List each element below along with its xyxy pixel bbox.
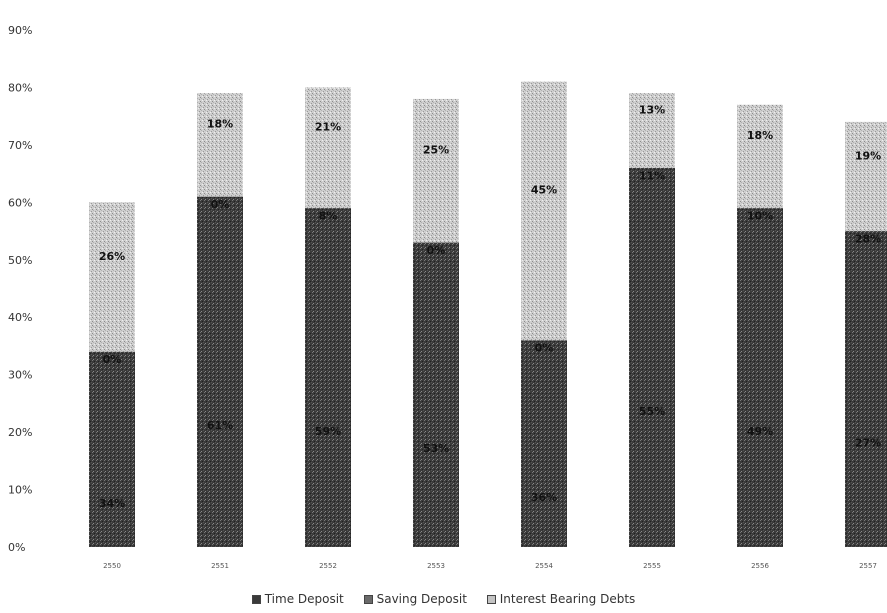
- bar-segment-interest-bearing-debts: [737, 104, 783, 209]
- x-tick-label: 2555: [643, 562, 661, 570]
- data-label-time-deposit: 49%: [747, 425, 773, 438]
- data-label-interest-bearing-debts: 13%: [639, 103, 665, 116]
- y-tick-label: 80%: [8, 81, 32, 94]
- bar-segment-time-deposit: [89, 351, 135, 547]
- y-tick-label: 60%: [8, 196, 32, 209]
- x-tick-label: 2552: [319, 562, 337, 570]
- x-tick-label: 2554: [535, 562, 553, 570]
- y-tick-label: 10%: [8, 484, 32, 497]
- legend-swatch-icon: [251, 595, 261, 604]
- bar-segment-time-deposit: [737, 208, 783, 548]
- data-label-time-deposit: 55%: [639, 405, 665, 418]
- legend-item-saving-deposit: Saving Deposit: [363, 592, 467, 606]
- data-label-saving-deposit: 10%: [747, 210, 773, 223]
- data-label-time-deposit: 34%: [99, 497, 125, 510]
- data-label-saving-deposit: 0%: [103, 353, 122, 366]
- y-tick-label: 40%: [8, 311, 32, 324]
- data-label-interest-bearing-debts: 21%: [315, 121, 341, 134]
- legend-label: Time Deposit: [264, 592, 344, 606]
- data-label-time-deposit: 36%: [531, 491, 557, 504]
- data-label-saving-deposit: 0%: [535, 342, 554, 355]
- x-tick-label: 2556: [751, 562, 769, 570]
- bar-segment-time-deposit: [305, 208, 351, 548]
- bar-segment-interest-bearing-debts: [629, 93, 675, 168]
- data-label-interest-bearing-debts: 25%: [423, 144, 449, 157]
- bar-segment-interest-bearing-debts: [521, 81, 567, 341]
- bar-segment-time-deposit: [197, 196, 243, 548]
- data-label-interest-bearing-debts: 19%: [855, 149, 881, 162]
- data-label-time-deposit: 61%: [207, 419, 233, 432]
- y-tick-label: 0%: [8, 541, 25, 554]
- data-label-interest-bearing-debts: 18%: [747, 129, 773, 142]
- y-tick-label: 20%: [8, 426, 32, 439]
- bar-segment-time-deposit: [629, 167, 675, 547]
- data-label-saving-deposit: 28%: [855, 233, 881, 246]
- data-label-saving-deposit: 0%: [211, 198, 230, 211]
- data-label-saving-deposit: 11%: [639, 169, 665, 182]
- bar-segment-interest-bearing-debts: [89, 202, 135, 352]
- x-tick-label: 2550: [103, 562, 121, 570]
- bar-segment-interest-bearing-debts: [845, 121, 887, 232]
- bar-segment-interest-bearing-debts: [305, 87, 351, 209]
- bar-segment-time-deposit: [845, 231, 887, 548]
- chart-plot-area: 0% 10% 20% 30% 40% 50% 60% 70% 80% 90% 2550 2551 25…: [8, 24, 887, 570]
- y-tick-label: 90%: [8, 24, 32, 37]
- data-label-time-deposit: 27%: [855, 436, 881, 449]
- data-label-interest-bearing-debts: 45%: [531, 184, 557, 197]
- legend-label: Saving Deposit: [376, 592, 467, 606]
- legend-swatch-icon: [363, 595, 373, 604]
- legend: Time Deposit Saving Deposit Interest Bea…: [0, 592, 887, 606]
- data-label-time-deposit: 59%: [315, 425, 341, 438]
- legend-label: Interest Bearing Debts: [499, 592, 636, 606]
- data-label-saving-deposit: 0%: [427, 244, 446, 257]
- data-label-saving-deposit: 8%: [319, 210, 338, 223]
- y-tick-label: 50%: [8, 254, 32, 267]
- data-label-time-deposit: 53%: [423, 442, 449, 455]
- x-tick-label: 2551: [211, 562, 229, 570]
- y-tick-label: 70%: [8, 139, 32, 152]
- bar-segment-time-deposit: [413, 242, 459, 548]
- legend-swatch-icon: [486, 595, 496, 604]
- bar-segment-interest-bearing-debts: [413, 98, 459, 243]
- data-label-interest-bearing-debts: 18%: [207, 118, 233, 131]
- x-tick-label: 2557: [859, 562, 877, 570]
- bar-segment-interest-bearing-debts: [197, 93, 243, 197]
- x-tick-label: 2553: [427, 562, 445, 570]
- data-label-interest-bearing-debts: 26%: [99, 250, 125, 263]
- legend-item-interest-bearing-debts: Interest Bearing Debts: [486, 592, 636, 606]
- y-tick-label: 30%: [8, 369, 32, 382]
- bar-segment-time-deposit: [521, 340, 567, 547]
- legend-item-time-deposit: Time Deposit: [251, 592, 344, 606]
